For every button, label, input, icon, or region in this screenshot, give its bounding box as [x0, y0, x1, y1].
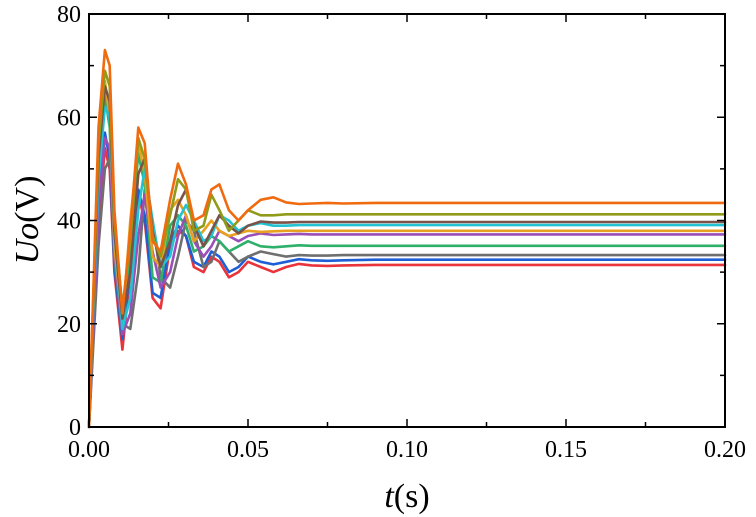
- y-tick-label: 60: [57, 105, 81, 131]
- y-tick-label: 20: [57, 312, 81, 338]
- y-tick-label: 40: [57, 209, 81, 235]
- series-line-3: [87, 157, 727, 429]
- series-layer: [87, 48, 727, 429]
- tick-layer: 0.00 0.05 0.10 0.15 0.20 0 20 40 60 80: [57, 2, 746, 463]
- x-tick-label: 0.15: [545, 437, 587, 463]
- series-line-7: [87, 105, 727, 429]
- series-line-5: [87, 136, 727, 429]
- x-tick-label: 0.05: [227, 437, 269, 463]
- y-axis-label: Uo(V): [9, 176, 46, 265]
- x-axis-label: t(s): [384, 478, 429, 515]
- y-tick-label: 0: [69, 415, 81, 441]
- x-tick-label: 0.10: [386, 437, 428, 463]
- x-tick-label: 0.20: [704, 437, 746, 463]
- series-line-4: [87, 95, 727, 429]
- y-tick-label: 80: [57, 2, 81, 28]
- series-line-9: [87, 69, 727, 429]
- series-line-10: [87, 48, 727, 429]
- series-line-8: [87, 85, 727, 429]
- x-tick-label: 0.00: [68, 437, 110, 463]
